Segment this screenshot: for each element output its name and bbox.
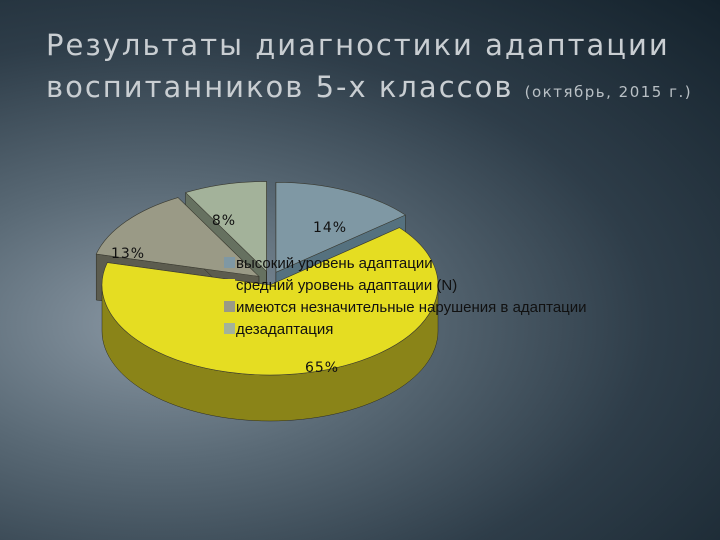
title-line-2: воспитанников 5-х классов (октябрь, 2015… [46, 66, 706, 113]
data-label-3: 8% [212, 213, 236, 229]
data-label-0: 14% [313, 220, 347, 236]
legend-swatch-3 [224, 323, 235, 334]
pie-top-faces [95, 181, 439, 376]
legend-label-2: имеются незначительные нарушения в адапт… [236, 299, 587, 316]
title-date-note: (октябрь, 2015 г.) [524, 83, 693, 101]
legend-swatch-1 [224, 279, 235, 290]
legend-label-3: дезадаптация [236, 321, 333, 338]
legend-label-1: средний уровень адаптации (N) [236, 277, 457, 294]
title-line-2-main: воспитанников 5-х классов [46, 70, 514, 104]
legend-swatch-2 [224, 301, 235, 312]
slide-title: Результаты диагностики адаптации воспита… [46, 24, 706, 113]
data-label-2: 13% [111, 246, 145, 262]
legend: высокий уровень адаптации средний уровень… [224, 255, 587, 338]
pie-slice-2 [95, 197, 260, 277]
legend-swatch-0 [224, 257, 235, 268]
title-line-1: Результаты диагностики адаптации [46, 28, 670, 62]
pie-slice-1 [101, 227, 439, 376]
legend-label-0: высокий уровень адаптации [236, 255, 433, 272]
pie-slice-0 [275, 182, 407, 273]
data-label-1: 65% [305, 360, 339, 376]
pie-slice-3 [185, 181, 267, 273]
